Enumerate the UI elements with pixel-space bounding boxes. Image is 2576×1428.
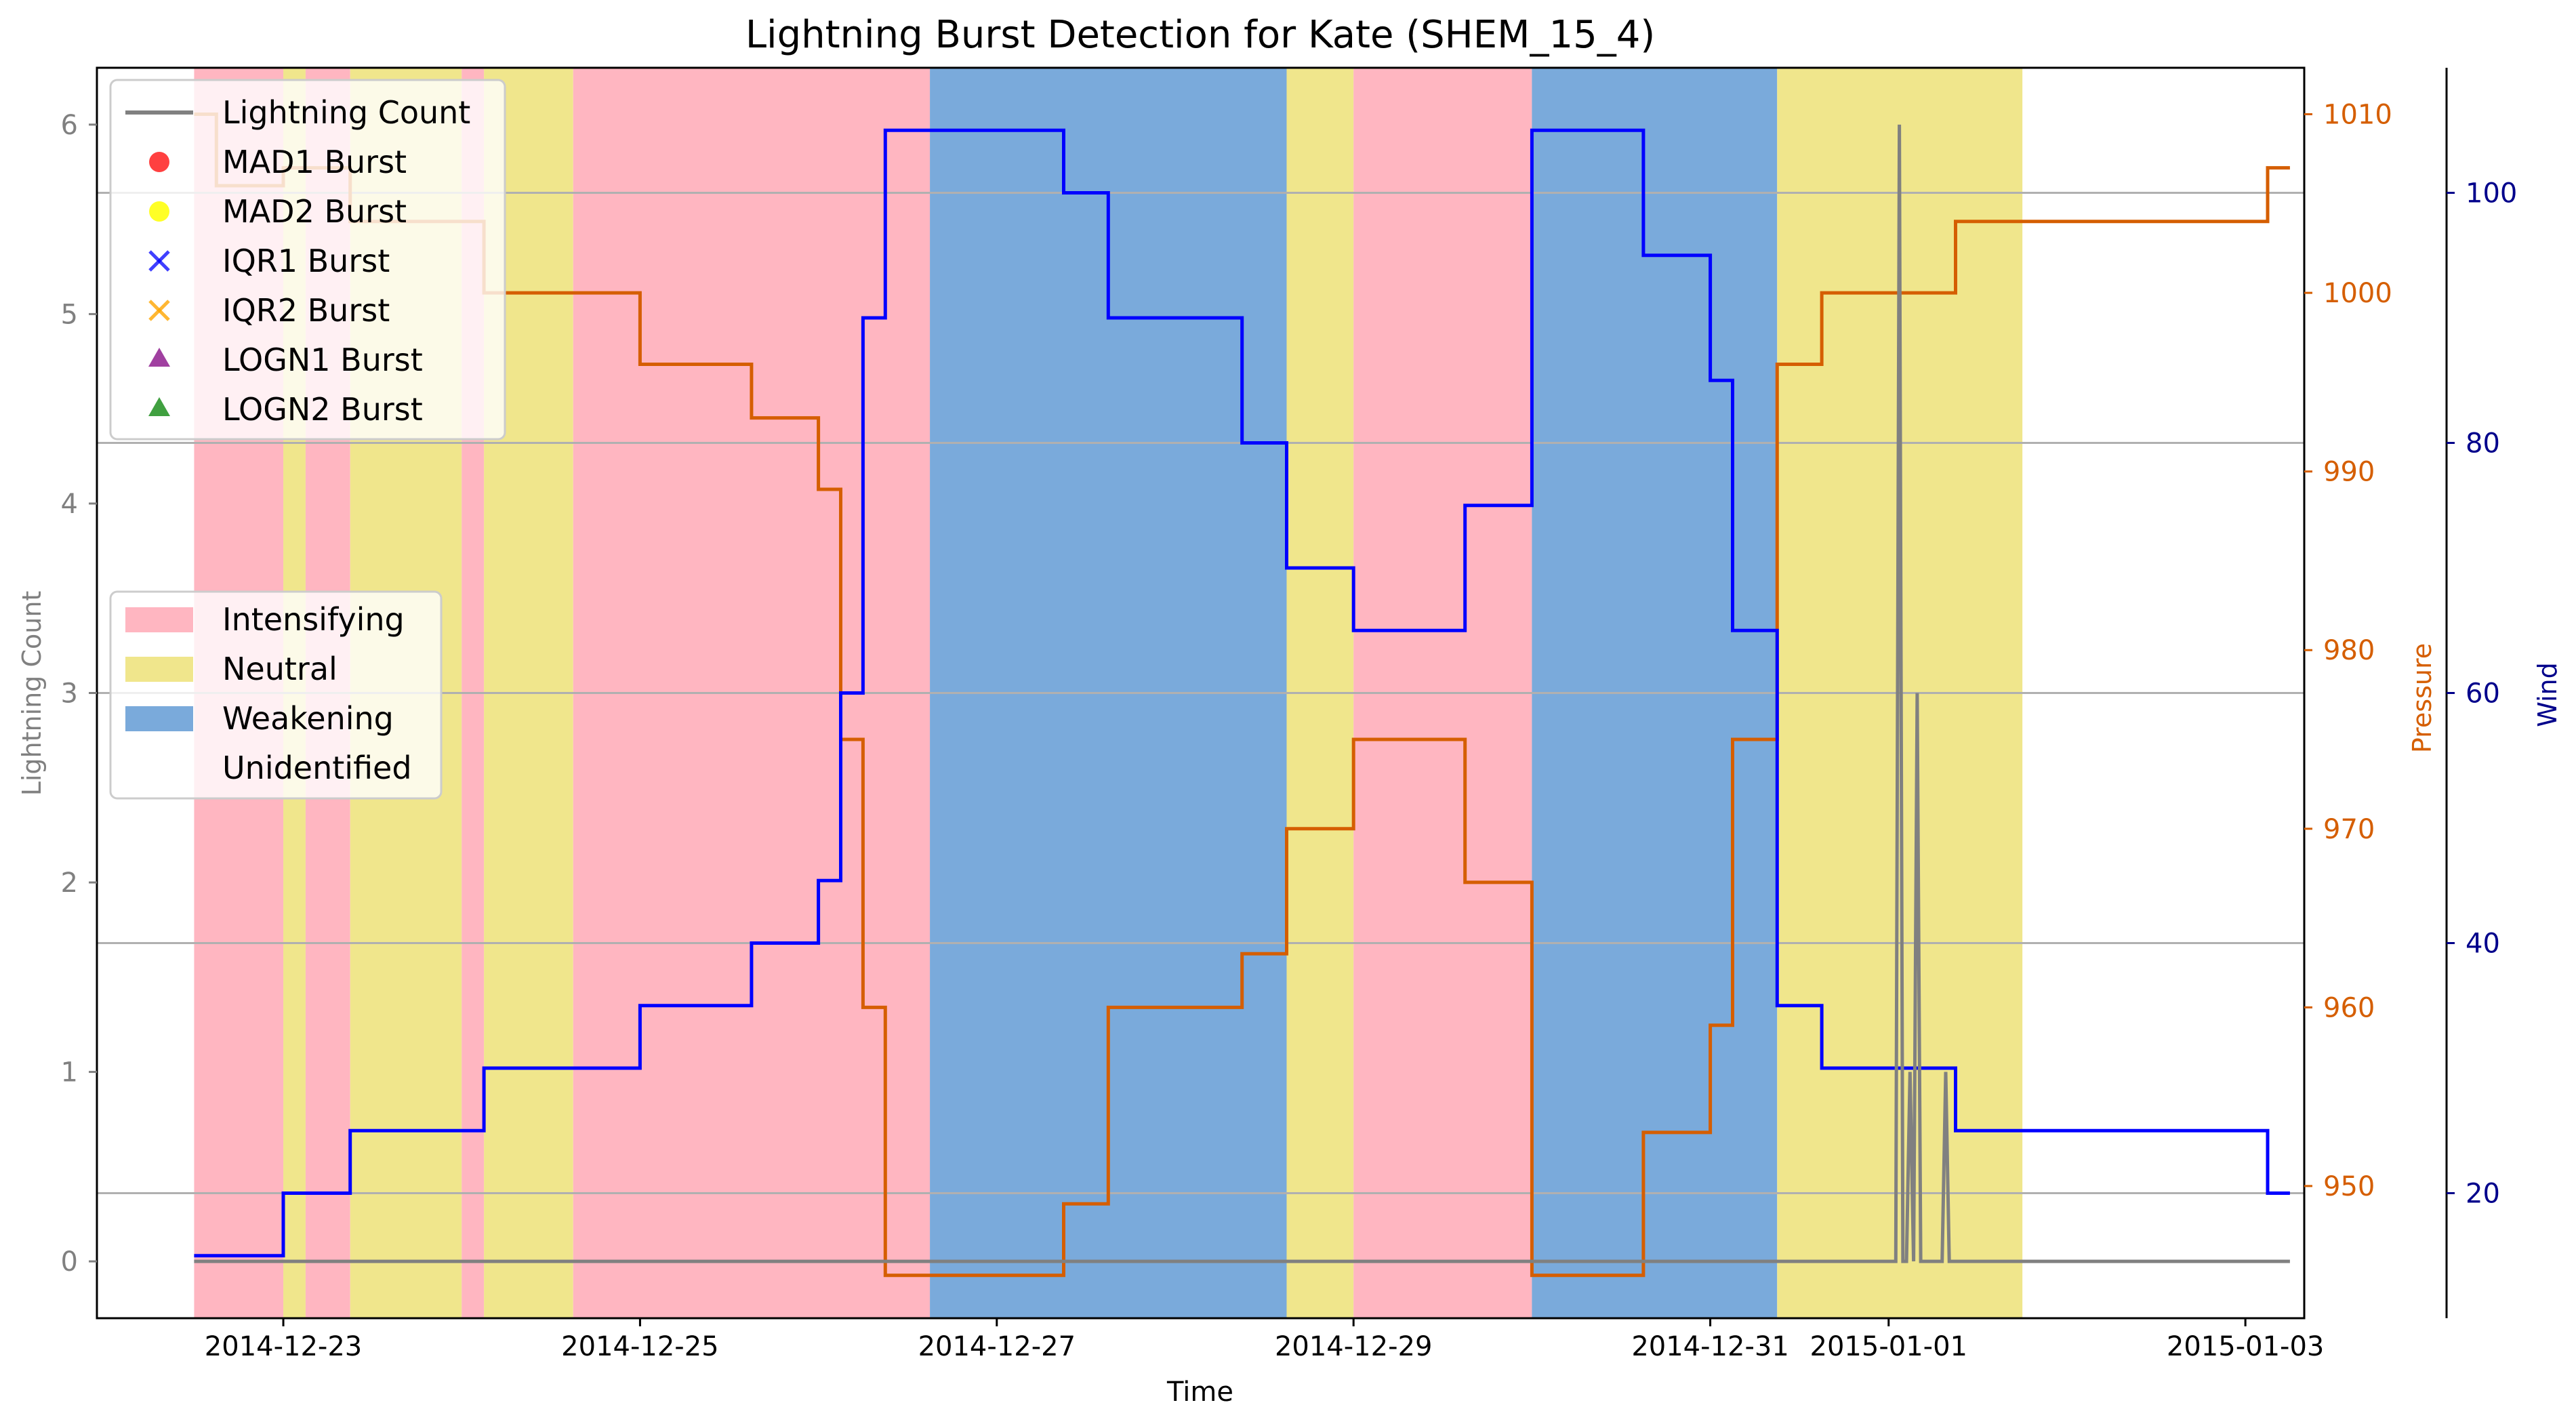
legend-logn2-label: LOGN2 Burst — [222, 391, 423, 428]
pressure-tick-label: 970 — [2323, 814, 2375, 845]
pressure-tick-label: 1000 — [2323, 278, 2392, 309]
x-tick-label: 2014-12-29 — [1275, 1331, 1432, 1362]
x-tick-label: 2014-12-23 — [205, 1331, 362, 1362]
pressure-axis-label: Pressure — [2407, 643, 2437, 753]
legend-lightning-label: Lightning Count — [222, 94, 470, 131]
series-legend: Lightning Count MAD1 Burst MAD2 Burst IQ… — [109, 79, 506, 441]
pressure-tick-label: 1010 — [2323, 100, 2392, 131]
count-tick-label: 5 — [61, 299, 78, 330]
unidentified-swatch — [125, 756, 193, 781]
legend-iqr2-label: IQR2 Burst — [222, 292, 390, 329]
count-tick-label: 2 — [61, 868, 78, 899]
pressure-tick-label: 980 — [2323, 635, 2375, 666]
pressure-tick-label: 960 — [2323, 992, 2375, 1023]
wind-tick-label: 100 — [2466, 178, 2517, 209]
x-tick-label: 2014-12-27 — [918, 1331, 1076, 1362]
count-tick-label: 4 — [61, 489, 78, 520]
wind-line — [194, 128, 2290, 1258]
mad2-burst-marker — [149, 201, 169, 222]
mad1-burst-marker — [149, 152, 169, 172]
x-tick-label: 2014-12-31 — [1631, 1331, 1788, 1362]
x-tick-label: 2014-12-25 — [561, 1331, 718, 1362]
count-tick-label: 6 — [61, 110, 78, 141]
lightning-count-line — [194, 124, 2290, 1263]
count-axis-label: Lightning Count — [17, 591, 47, 796]
wind-axis-ticks: 20 40 60 80 100 — [2447, 178, 2517, 1210]
count-tick-label: 0 — [61, 1246, 78, 1278]
wind-tick-label: 80 — [2466, 428, 2500, 460]
weakening-swatch — [125, 706, 193, 731]
legend-unidentified-label: Unidentified — [222, 750, 412, 786]
x-tick-label: 2015-01-01 — [1810, 1331, 1967, 1362]
intensifying-swatch — [125, 607, 193, 632]
legend-weakening-label: Weakening — [222, 700, 394, 737]
logn2-burst-marker — [148, 397, 170, 416]
phase-legend: Intensifying Neutral Weakening Unidentif… — [109, 590, 443, 800]
wind-tick-label: 20 — [2466, 1179, 2500, 1210]
count-tick-label: 3 — [61, 678, 78, 710]
iqr1-burst-marker — [148, 250, 170, 272]
pressure-tick-label: 950 — [2323, 1171, 2375, 1202]
legend-intensifying-label: Intensifying — [222, 601, 405, 638]
wind-tick-label: 40 — [2466, 929, 2500, 960]
pressure-axis-ticks: 950 960 970 980 990 1000 1010 — [2304, 100, 2392, 1202]
legend-neutral-label: Neutral — [222, 651, 338, 687]
x-tick-label: 2015-01-03 — [2167, 1331, 2324, 1362]
wind-axis-label: Wind — [2533, 662, 2562, 727]
series-legend-box — [109, 79, 506, 441]
legend-mad2-label: MAD2 Burst — [222, 193, 407, 230]
count-tick-label: 1 — [61, 1057, 78, 1088]
iqr2-burst-marker — [148, 300, 170, 321]
chart-title: Lightning Burst Detection for Kate (SHEM… — [745, 13, 1655, 57]
x-axis-label: Time — [1166, 1376, 1233, 1408]
neutral-swatch — [125, 657, 193, 682]
pressure-tick-label: 990 — [2323, 457, 2375, 488]
phase-legend-box — [109, 590, 443, 800]
x-axis-ticks: 2014-12-23 2014-12-25 2014-12-27 2014-12-29… — [205, 1318, 2324, 1362]
legend-mad1-label: MAD1 Burst — [222, 144, 407, 180]
count-axis-ticks: 0 1 2 3 4 5 6 — [61, 110, 97, 1278]
wind-tick-label: 60 — [2466, 678, 2500, 710]
legend-iqr1-label: IQR1 Burst — [222, 243, 390, 279]
logn1-burst-marker — [148, 348, 170, 367]
legend-logn1-label: LOGN1 Burst — [222, 342, 423, 378]
